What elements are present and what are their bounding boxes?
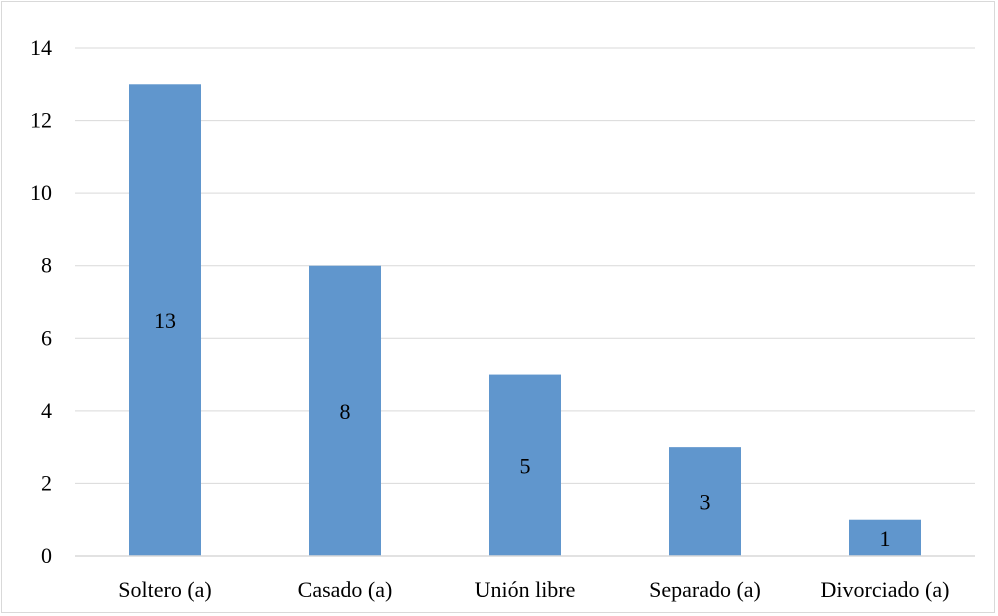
bar <box>849 519 921 556</box>
bar <box>129 84 201 557</box>
y-tick-label: 14 <box>30 35 52 60</box>
x-tick-label: Divorciado (a) <box>821 577 950 602</box>
x-tick-label: Separado (a) <box>649 577 761 602</box>
y-tick-label: 6 <box>41 325 52 350</box>
x-tick-label: Soltero (a) <box>118 577 211 602</box>
data-label: 3 <box>700 490 711 515</box>
bar <box>669 447 741 556</box>
y-tick-label: 0 <box>41 543 52 568</box>
x-tick-label: Unión libre <box>475 577 576 602</box>
grid-lines <box>75 47 975 484</box>
y-tick-label: 4 <box>41 398 52 423</box>
data-label: 5 <box>520 453 531 478</box>
y-tick-label: 10 <box>30 180 52 205</box>
data-label: 13 <box>154 308 176 333</box>
data-label: 8 <box>340 399 351 424</box>
y-tick-label: 2 <box>41 470 52 495</box>
y-tick-label: 8 <box>41 253 52 278</box>
x-tick-label: Casado (a) <box>298 577 393 602</box>
bars <box>129 84 921 557</box>
bar <box>489 374 561 556</box>
data-label: 1 <box>880 526 891 551</box>
bar <box>309 265 381 556</box>
y-tick-label: 12 <box>30 108 52 133</box>
